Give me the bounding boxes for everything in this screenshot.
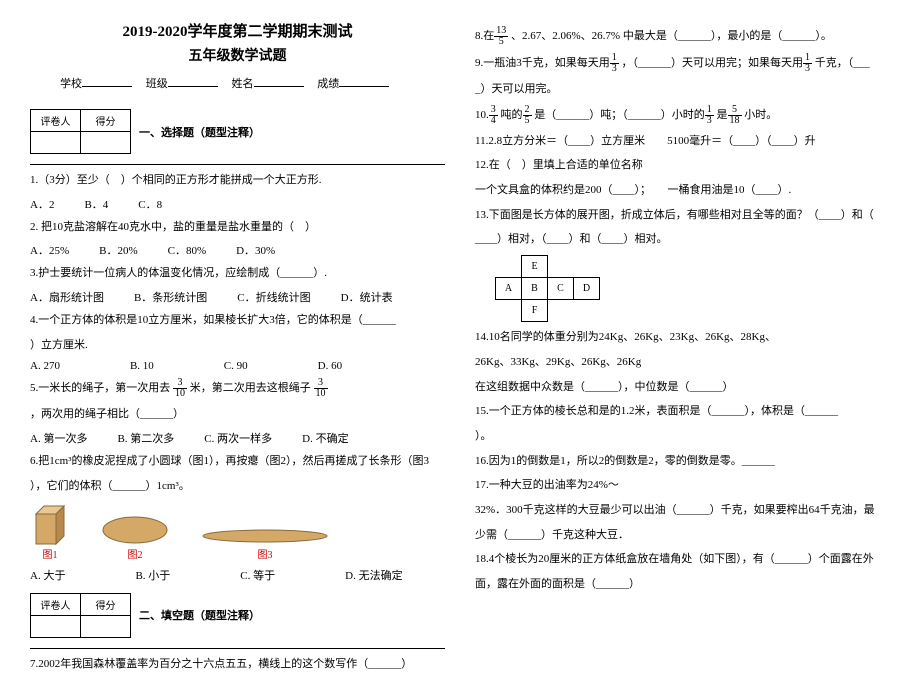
q2: 2. 把10克盐溶解在40克水中，盐的重量是盐水重量的（ ） (30, 218, 445, 237)
q5: 5.一米长的绳子，第一次用去 310 米，第二次用去这根绳子 310 (30, 378, 445, 399)
q6-figures: 图1 图2 图3 (30, 502, 445, 561)
left-column: 2019-2020学年度第二学期期末测试 五年级数学试题 学校 班级 姓名 成绩… (30, 20, 445, 679)
q17: 17.一种大豆的出油率为24%～ (475, 476, 890, 495)
q5-options: A. 第一次多B. 第二次多C. 两次一样多D. 不确定 (30, 430, 445, 446)
right-column: 8.在135 、2.67、2.06%、26.7% 中最大是（______），最小… (475, 20, 890, 679)
q7: 7.2002年我国森林覆盖率为百分之十六点五五，横线上的这个数写作（______… (30, 655, 445, 674)
q9: 9.一瓶油3千克，如果每天用13 ，（______）天可以用完；如果每天用13 … (475, 53, 890, 74)
q4-options: A. 270B. 10C. 90D. 60 (30, 360, 445, 372)
score-box-1: 评卷人得分 (30, 109, 131, 154)
q1-options: A．2B．4C．8 (30, 196, 445, 212)
q11: 11.2.8立方分米＝（____）立方厘米 5100毫升＝（____）（____… (475, 132, 890, 151)
q8: 8.在135 、2.67、2.06%、26.7% 中最大是（______），最小… (475, 26, 890, 47)
q6: 6.把1cm³的橡皮泥捏成了小圆球（图1），再按瘪（图2），然后再搓成了长条形（… (30, 452, 445, 471)
main-title: 2019-2020学年度第二学期期末测试 (30, 20, 445, 41)
cuboid-icon (30, 502, 70, 546)
ellipse-icon (100, 514, 170, 546)
q13: 13.下面图是长方体的展开图，折成立体后，有哪些相对且全等的面？（____）和（ (475, 206, 890, 225)
q2-options: A．25%B．20%C．80%D．30% (30, 242, 445, 258)
section-1-title: 一、选择题（题型注释） (139, 124, 260, 140)
q18: 18.4个棱长为20厘米的正方体纸盒放在墙角处（如下图），有（______）个面… (475, 550, 890, 569)
q10: 10.34 吨的25 是（______）吨；（______）小时的13 是518… (475, 105, 890, 126)
student-info: 学校 班级 姓名 成绩 (60, 75, 445, 91)
spindle-icon (200, 526, 330, 546)
q15: 15.一个正方体的棱长总和是的1.2米，表面积是（______），体积是（___… (475, 402, 890, 421)
q14: 14.10名同学的体重分别为24Kg、26Kg、23Kg、26Kg、28Kg、 (475, 328, 890, 347)
q16: 16.因为1的倒数是1，所以2的倒数是2，零的倒数是零。______ (475, 452, 890, 471)
q6-options: A. 大于B. 小于C. 等于D. 无法确定 (30, 567, 445, 583)
q4: 4.一个正方体的体积是10立方厘米，如果棱长扩大3倍，它的体积是（______ (30, 311, 445, 330)
q12: 12.在（ ）里填上合适的单位名称 (475, 156, 890, 175)
q1: 1.（3分）至少（ ）个相同的正方形才能拼成一个大正方形. (30, 171, 445, 190)
score-box-2: 评卷人得分 (30, 593, 131, 638)
sub-title: 五年级数学试题 (30, 45, 445, 65)
q3-options: A．扇形统计图B．条形统计图C．折线统计图D．统计表 (30, 289, 445, 305)
section-2-title: 二、填空题（题型注释） (139, 607, 260, 623)
cube-net: E ABCD F (495, 255, 600, 322)
q3: 3.护士要统计一位病人的体温变化情况，应绘制成（______）. (30, 264, 445, 283)
